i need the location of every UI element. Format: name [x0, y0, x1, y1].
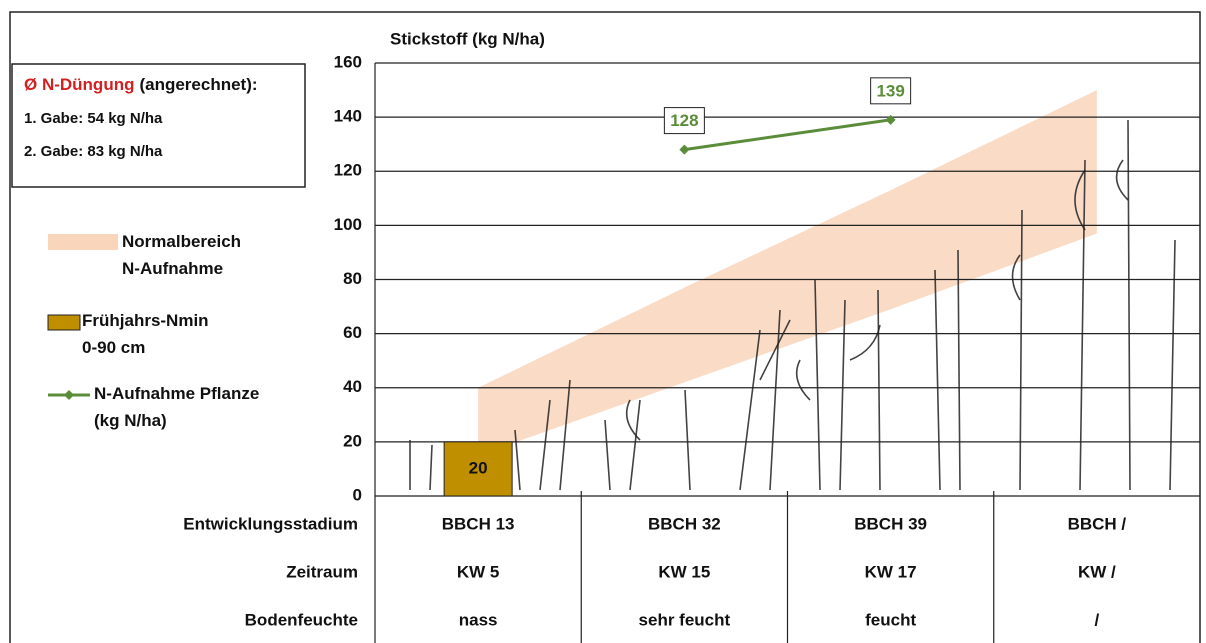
cell: nass — [459, 610, 498, 629]
row-label: Zeitraum — [286, 562, 358, 581]
row-label: Entwicklungsstadium — [183, 514, 358, 533]
data-label: 20 — [469, 458, 488, 477]
point — [679, 145, 689, 155]
legend-label: N-Aufnahme Pflanze(kg N/ha) — [94, 384, 259, 430]
data-label: 128 — [670, 111, 698, 130]
cell: BBCH 39 — [854, 514, 927, 533]
y-tick-label: 140 — [334, 107, 362, 126]
cell: KW 15 — [658, 562, 710, 581]
info-line: 2. Gabe: 83 kg N/ha — [24, 143, 163, 160]
info-highlight: Ø N-Düngung — [24, 75, 134, 94]
y-tick-label: 100 — [334, 215, 362, 234]
legend-marker — [64, 390, 74, 400]
legend-swatch — [48, 315, 80, 330]
cell: KW / — [1078, 562, 1116, 581]
point — [886, 115, 896, 125]
y-tick-label: 120 — [334, 161, 362, 180]
info-box-title: Ø N-Düngung (angerechnet): — [24, 75, 258, 94]
row-label: Bodenfeuchte — [245, 610, 358, 629]
cell: / — [1095, 610, 1100, 629]
line — [684, 120, 890, 150]
cell: KW 17 — [865, 562, 917, 581]
data-label: 139 — [876, 81, 904, 100]
cell: BBCH 13 — [442, 514, 515, 533]
cell: feucht — [865, 610, 916, 629]
y-axis-label: Stickstoff (kg N/ha) — [390, 29, 545, 48]
y-tick-label: 60 — [343, 323, 362, 342]
chart: Ø N-Düngung (angerechnet): 1. Gabe: 54 kg… — [0, 0, 1206, 643]
normal-range-band — [478, 90, 1097, 455]
y-tick-label: 20 — [343, 431, 362, 450]
y-tick-label: 40 — [343, 377, 362, 396]
y-tick-label: 160 — [334, 52, 362, 71]
info-line: 1. Gabe: 54 kg N/ha — [24, 110, 163, 127]
legend-swatch — [48, 234, 118, 250]
info-title: (angerechnet): — [139, 75, 257, 94]
cell: sehr feucht — [639, 610, 731, 629]
y-tick-label: 80 — [343, 269, 362, 288]
cell: BBCH 32 — [648, 514, 721, 533]
y-tick-label: 0 — [353, 485, 362, 504]
cell: KW 5 — [457, 562, 500, 581]
cell: BBCH / — [1068, 514, 1127, 533]
